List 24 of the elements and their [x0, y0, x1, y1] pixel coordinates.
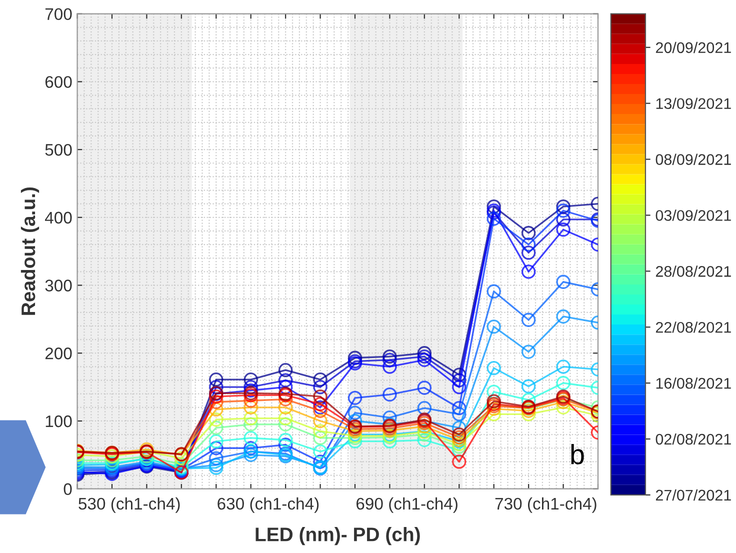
- y-tick-label: 300: [45, 280, 72, 292]
- y-axis-title: Readout (a.u.): [20, 187, 40, 315]
- text: 730 (ch1-ch4): [495, 497, 596, 513]
- color-bar-label: 20/09/2021: [656, 42, 731, 54]
- x-axis-title: LED (nm)- PD (ch): [256, 527, 420, 546]
- color-bar-label: 13/09/2021: [656, 98, 731, 110]
- color-bar-label: 08/09/2021: [656, 154, 731, 165]
- y-tick-label: 500: [45, 144, 72, 156]
- color-bar-label: 28/08/2021: [656, 266, 731, 277]
- text: 530 (ch1-ch4): [78, 497, 180, 513]
- y-tick-label: 100: [46, 415, 72, 428]
- annotation: b: [571, 444, 584, 464]
- color-bar-label: 03/09/2021: [656, 210, 731, 221]
- text: 630 (ch1-ch4): [218, 497, 319, 513]
- color-bar-label: 02/08/2021: [656, 433, 731, 445]
- color-bar-label: 27/07/2021: [656, 489, 731, 501]
- color-bar-label: 22/08/2021: [656, 322, 731, 333]
- y-tick-label: 200: [45, 348, 72, 360]
- y-tick-label: 700: [45, 8, 72, 20]
- y-tick-label: 0: [64, 483, 72, 496]
- y-tick-label: 600: [45, 76, 72, 88]
- color-bar-label: 16/08/2021: [656, 378, 731, 389]
- y-tick-label: 400: [44, 212, 72, 224]
- text: 690 (ch1-ch4): [356, 497, 458, 513]
